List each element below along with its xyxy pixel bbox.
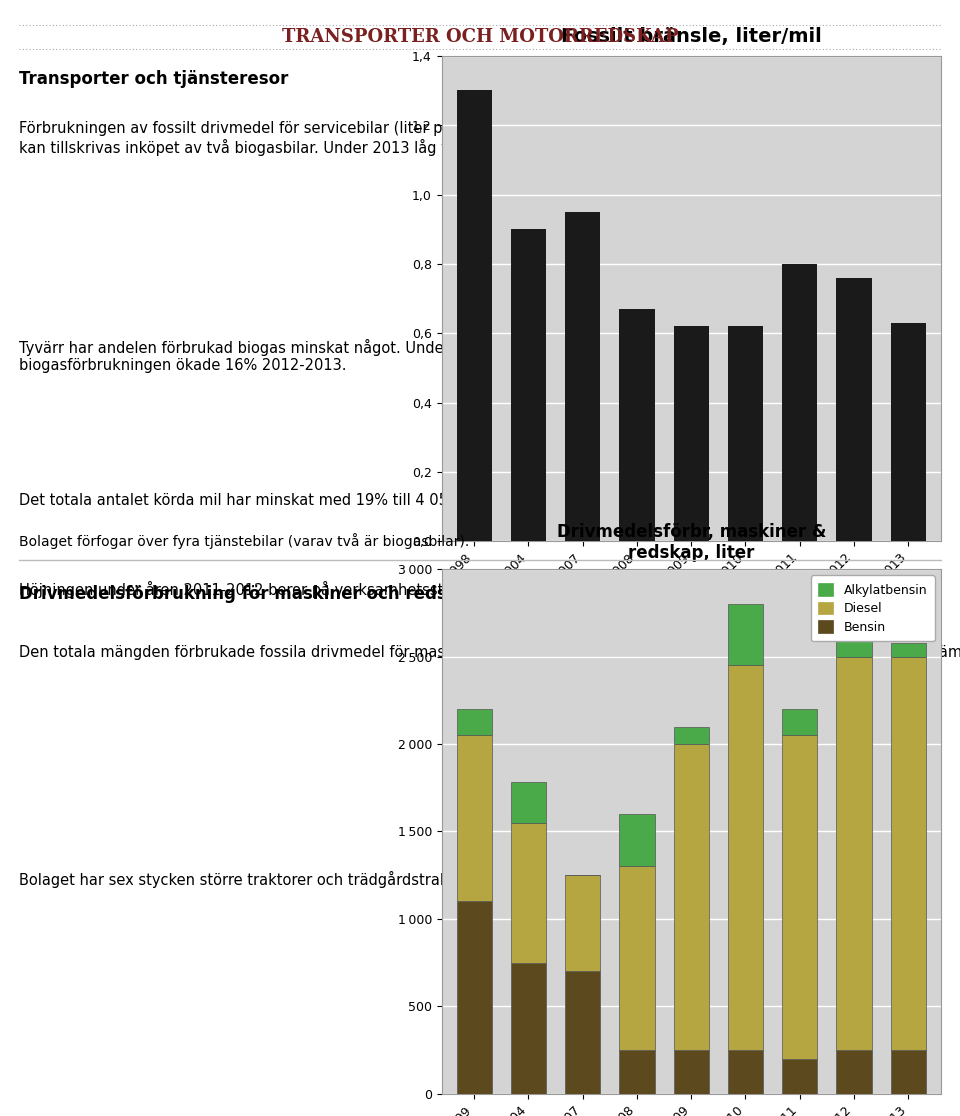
Bar xyxy=(674,727,708,744)
Bar xyxy=(782,263,817,541)
Text: Förbrukningen av fossilt drivmedel för servicebilar (liter per mil) har minskat : Förbrukningen av fossilt drivmedel för s… xyxy=(19,119,940,156)
Bar xyxy=(674,1050,708,1094)
Bar xyxy=(728,665,763,1050)
Text: Bolaget förfogar över fyra tjänstebilar (varav två är biogasbilar).: Bolaget förfogar över fyra tjänstebilar … xyxy=(19,533,469,549)
Bar xyxy=(457,902,492,1094)
Bar xyxy=(728,1050,763,1094)
Bar xyxy=(457,735,492,902)
Bar xyxy=(565,875,600,971)
Bar xyxy=(891,643,925,656)
Text: Tyvärr har andelen förbrukad biogas minskat något. Under 2013 genomfördes vissa : Tyvärr har andelen förbrukad biogas mins… xyxy=(19,339,881,373)
Bar xyxy=(619,866,655,1050)
Bar xyxy=(619,309,655,541)
Bar xyxy=(511,822,546,962)
Bar xyxy=(891,323,925,541)
Title: Drivmedelsförbr, maskiner &
redskap, liter: Drivmedelsförbr, maskiner & redskap, lit… xyxy=(557,523,826,562)
Bar xyxy=(891,1050,925,1094)
Bar xyxy=(728,326,763,541)
Bar xyxy=(836,636,872,656)
Bar xyxy=(619,814,655,866)
Text: Transporter och tjänsteresor: Transporter och tjänsteresor xyxy=(19,70,289,88)
Text: Drivmedelsförbrukning för maskiner och redskap: Drivmedelsförbrukning för maskiner och r… xyxy=(19,585,481,603)
Bar xyxy=(836,656,872,1050)
Bar xyxy=(457,709,492,735)
Bar xyxy=(782,1059,817,1094)
Bar xyxy=(674,326,708,541)
Text: Bolaget har sex stycken större traktorer och trädgårdstraktorer.: Bolaget har sex stycken större traktorer… xyxy=(19,870,488,887)
Bar xyxy=(891,656,925,1050)
Bar xyxy=(511,229,546,541)
Legend: Alkylatbensin, Diesel, Bensin: Alkylatbensin, Diesel, Bensin xyxy=(811,576,934,642)
Bar xyxy=(782,735,817,1059)
Bar xyxy=(511,962,546,1094)
Bar xyxy=(619,1050,655,1094)
Text: Det totala antalet körda mil har minskat med 19% till 4 050 mil jämfört med 2009: Det totala antalet körda mil har minskat… xyxy=(19,493,626,508)
Bar xyxy=(836,278,872,541)
Bar xyxy=(728,604,763,665)
Bar xyxy=(511,782,546,822)
Title: Fossilt bränsle, liter/mil: Fossilt bränsle, liter/mil xyxy=(561,27,822,46)
Bar xyxy=(457,90,492,541)
Text: Den totala mängden förbrukade fossila drivmedel för maskiner och motorredskap ha: Den totala mängden förbrukade fossila dr… xyxy=(19,643,960,660)
Bar xyxy=(565,971,600,1094)
Bar xyxy=(674,744,708,1050)
Text: TRANSPORTER OCH MOTORREDSKAP: TRANSPORTER OCH MOTORREDSKAP xyxy=(281,28,679,46)
Bar xyxy=(836,1050,872,1094)
Bar xyxy=(782,709,817,735)
Bar xyxy=(565,212,600,541)
Text: Höjningen under åren 2011-2012 beror på verksamhetsstödet till skolorna.: Höjningen under åren 2011-2012 beror på … xyxy=(19,580,570,597)
